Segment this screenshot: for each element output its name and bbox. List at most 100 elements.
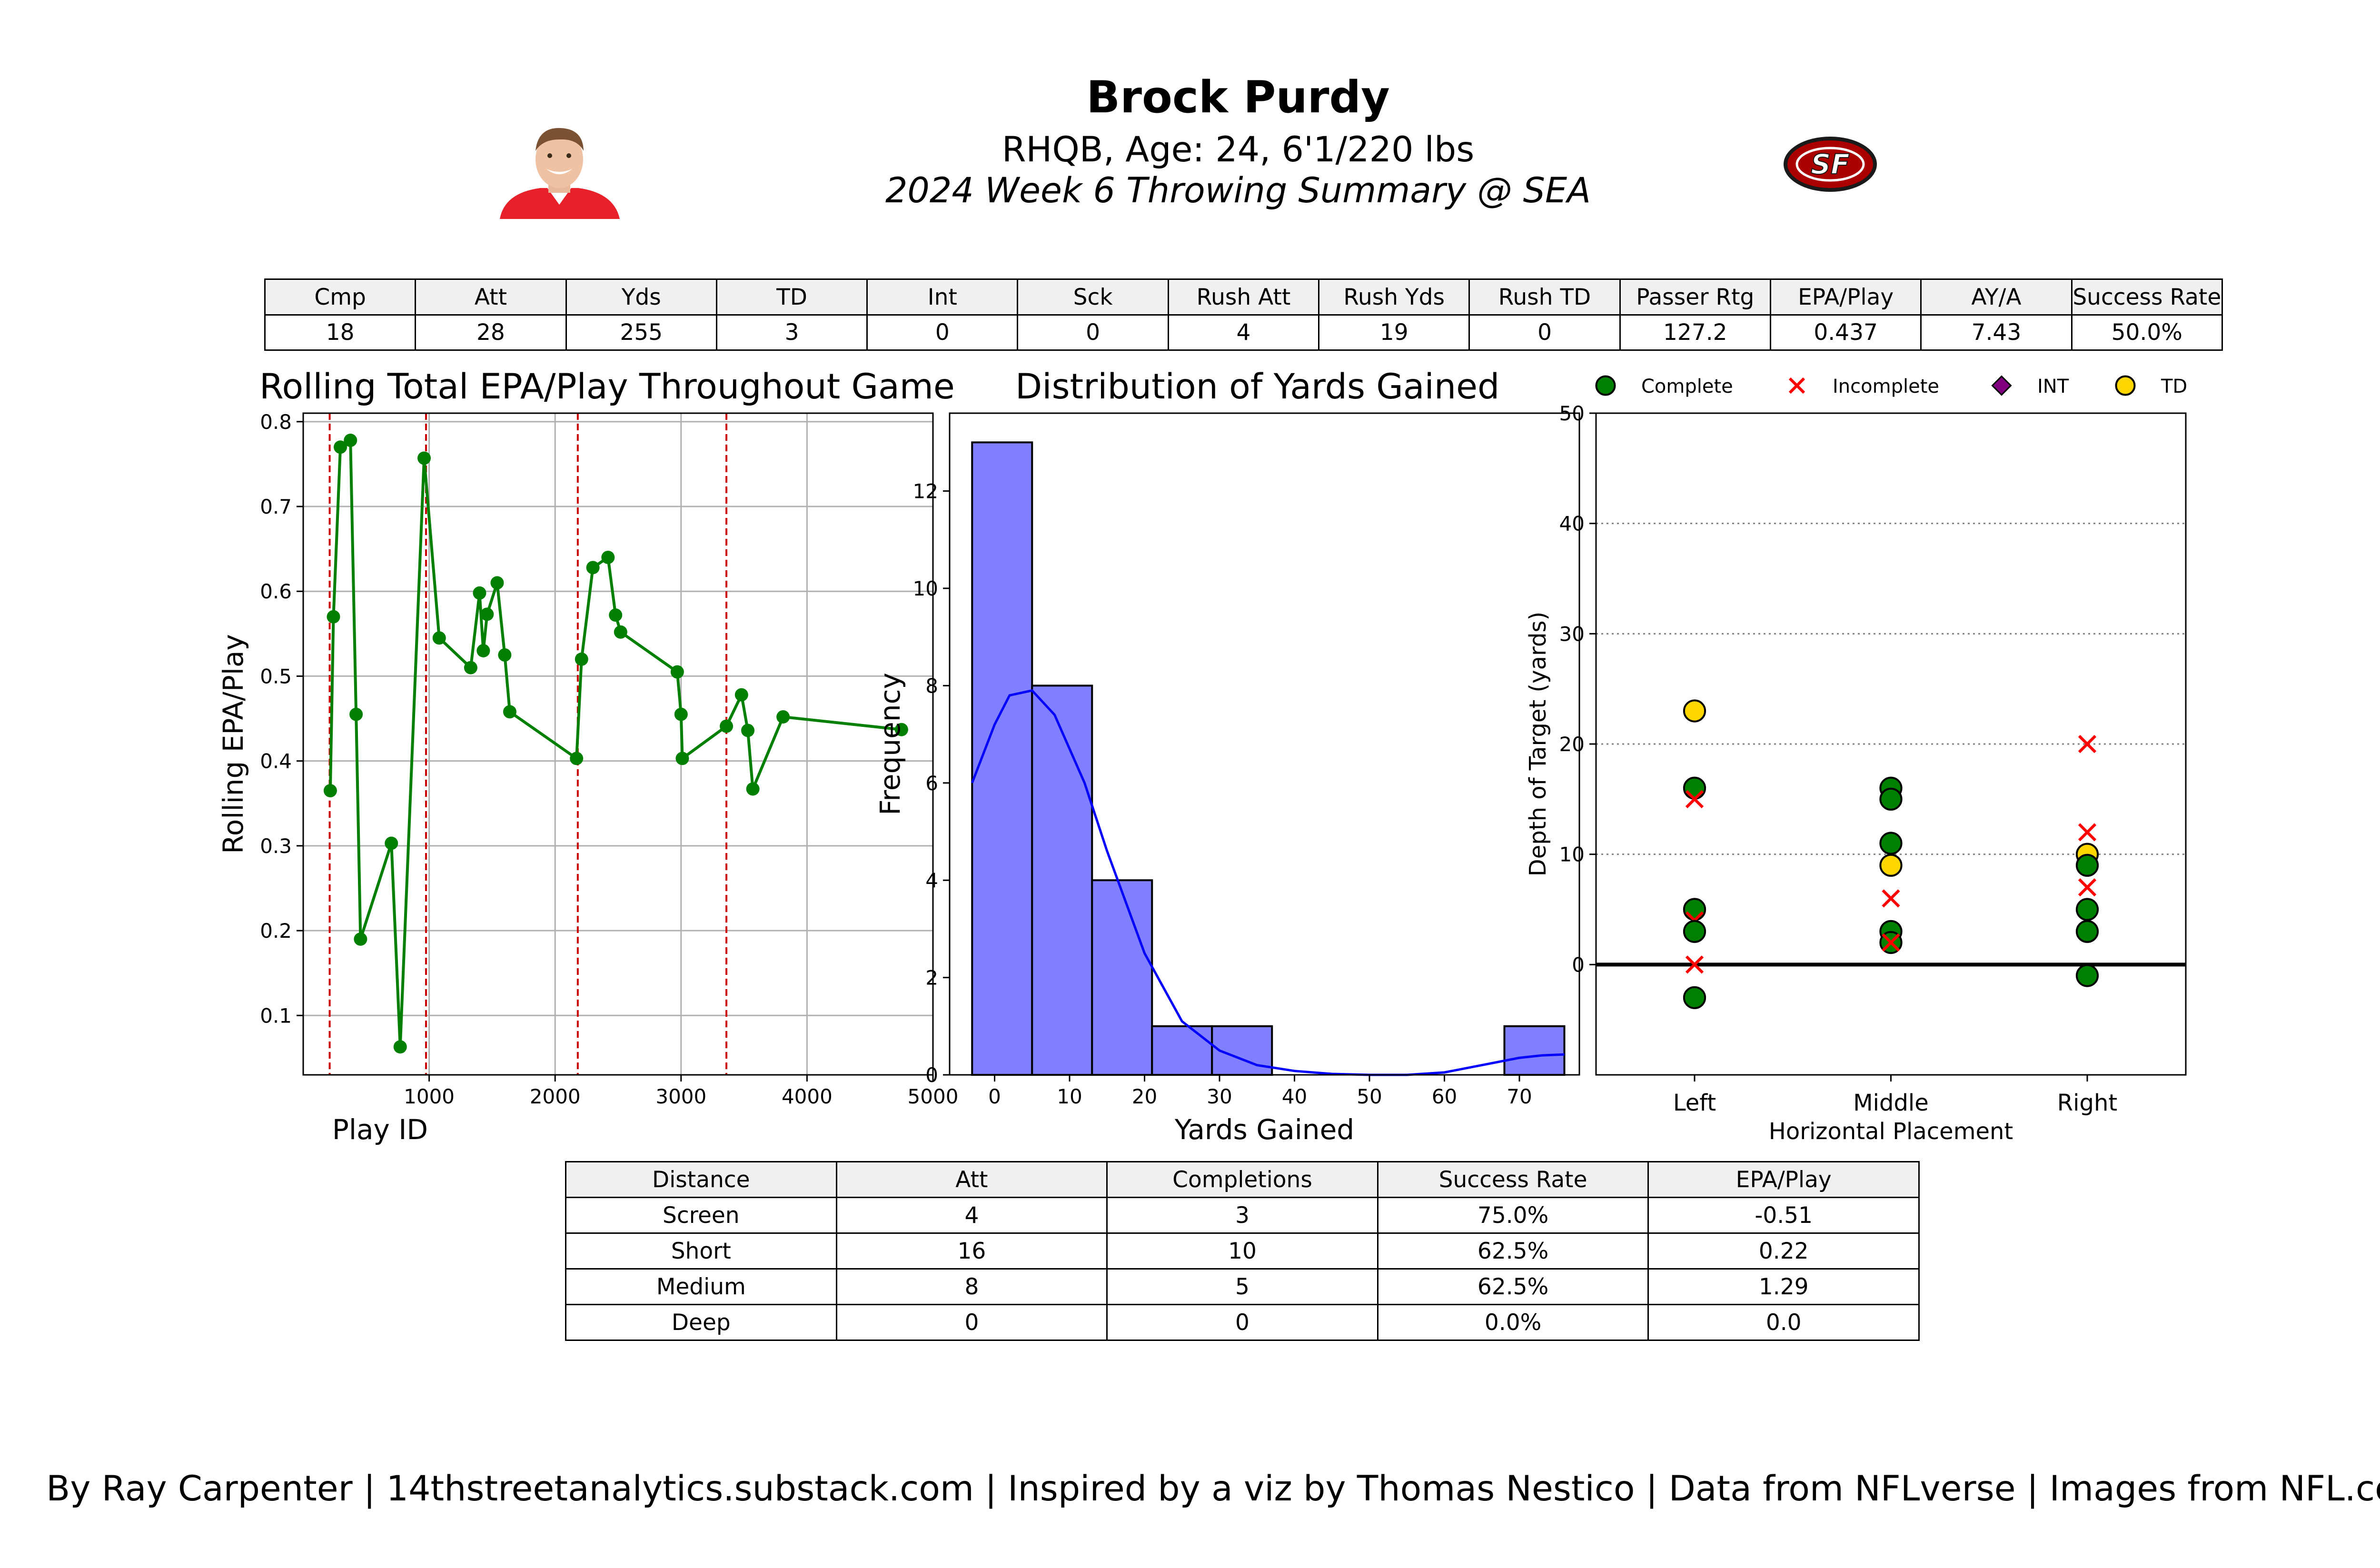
distance-header-cell: Att (835, 1161, 1108, 1198)
epa-series-line (328, 437, 902, 1047)
epa-point (586, 561, 600, 575)
scatter-point-td (1683, 699, 1706, 723)
scatter-xtick-label: Right (2057, 1090, 2117, 1116)
distance-cell: 0.0% (1377, 1304, 1649, 1341)
hist-xtick-label: 30 (1207, 1085, 1232, 1108)
stats-value-cell: 4 (1167, 314, 1320, 351)
epa-point (675, 752, 689, 765)
hist-ytick-label: 0 (925, 1063, 938, 1087)
stats-header-row: Cmp Att Yds TD Int Sck Rush Att Rush Yds Rush TD… (264, 278, 2223, 316)
hist-ytick-label: 6 (925, 772, 938, 795)
distance-header-cell: Completions (1106, 1161, 1378, 1198)
legend-label: INT (2037, 376, 2069, 397)
epa-point (746, 782, 760, 796)
incomplete-x-stroke (1882, 933, 1900, 952)
incomplete-x-stroke (2078, 823, 2097, 842)
hist-xtick-label: 60 (1432, 1085, 1457, 1108)
distance-table: Distance Att Completions Success Rate EPA/Pl… (565, 1161, 1920, 1341)
distance-cell: Deep (565, 1304, 837, 1341)
incomplete-x-stroke (2078, 734, 2097, 754)
scatter-point-incomplete (1882, 889, 1900, 908)
epa-point (354, 932, 367, 946)
stats-header-cell: Rush Yds (1318, 278, 1470, 316)
stats-value-cell: 127.2 (1619, 314, 1771, 351)
scatter-x-axis-label: Horizontal Placement (1769, 1118, 2013, 1145)
distance-cell: 3 (1106, 1197, 1378, 1234)
distance-cell: Short (565, 1232, 837, 1270)
stats-header-cell: Yds (565, 278, 717, 316)
scatter-point-complete (1683, 776, 1706, 800)
distance-cell: 4 (835, 1197, 1108, 1234)
distance-cell: 5 (1106, 1268, 1378, 1305)
distance-row: Medium 8 5 62.5% 1.29 (565, 1268, 1920, 1305)
stats-header-cell: Sck (1017, 278, 1169, 316)
stats-header-cell: EPA/Play (1769, 278, 1922, 316)
hist-bar (1031, 685, 1093, 1076)
stats-value-cell: 19 (1318, 314, 1470, 351)
line-xtick-label: 3000 (655, 1085, 706, 1108)
epa-point (498, 648, 512, 662)
scatter-point-incomplete (2078, 878, 2097, 897)
epa-point (417, 451, 431, 465)
stats-header-cell: Cmp (264, 278, 416, 316)
stats-header-cell: Rush Att (1167, 278, 1320, 316)
distance-header-cell: Distance (565, 1161, 837, 1198)
epa-point (393, 1040, 407, 1054)
game-summary: 2024 Week 6 Throwing Summary @ SEA (885, 170, 1591, 211)
player-subtitle: RHQB, Age: 24, 6'1/220 lbs (1002, 129, 1475, 170)
epa-point (601, 550, 615, 564)
line-xtick-label: 4000 (782, 1085, 833, 1108)
epa-point (473, 586, 486, 600)
logo-text: SF (1811, 148, 1849, 180)
epa-point (503, 705, 516, 719)
player-name: Brock Purdy (1086, 71, 1390, 123)
hist-bar (1091, 879, 1153, 1076)
hist-ytick-label: 2 (925, 966, 938, 990)
epa-point (490, 576, 504, 590)
incomplete-x-stroke (1788, 377, 1805, 394)
legend-marker-incomplete (1788, 377, 1805, 394)
incomplete-x-stroke (1685, 790, 1704, 808)
line-ytick-label: 0.6 (260, 580, 292, 603)
line-xtick-label: 2000 (530, 1085, 581, 1108)
distance-cell: -0.51 (1647, 1197, 1920, 1234)
scatter-point-complete (2075, 964, 2099, 987)
epa-point (349, 707, 363, 721)
legend-marker-complete (1595, 375, 1616, 396)
scatter-point-complete (2075, 920, 2099, 943)
scatter-plot-frame (1595, 412, 2187, 1076)
distance-cell: Screen (565, 1197, 837, 1234)
epa-point (670, 665, 684, 679)
hist-xtick-label: 50 (1357, 1085, 1382, 1108)
line-xtick-label: 1000 (404, 1085, 455, 1108)
legend-label: Complete (1641, 376, 1733, 397)
epa-point (741, 724, 755, 737)
epa-point (323, 784, 337, 798)
scatter-xtick-label: Middle (1853, 1090, 1929, 1116)
stats-header-cell: TD (715, 278, 868, 316)
line-ytick-label: 0.2 (260, 919, 292, 943)
hist-ytick-label: 8 (925, 674, 938, 697)
stats-header-cell: Att (415, 278, 567, 316)
incomplete-x-stroke (1882, 889, 1900, 908)
stats-value-cell: 0 (1017, 314, 1169, 351)
hist-bar (1151, 1025, 1213, 1076)
epa-point (476, 644, 490, 657)
epa-point (480, 607, 494, 621)
stats-value-cell: 0 (866, 314, 1019, 351)
scatter-ytick-label: 0 (1572, 953, 1585, 976)
legend-marker-int (1991, 375, 2012, 396)
distance-cell: 8 (835, 1268, 1108, 1305)
line-y-axis-label: Rolling EPA/Play (217, 634, 249, 854)
incomplete-x-stroke (2078, 878, 2097, 897)
hist-y-axis-label: Frequency (874, 673, 906, 815)
distance-cell: Medium (565, 1268, 837, 1305)
hist-ytick-label: 12 (913, 480, 938, 503)
distance-row: Deep 0 0 0.0% 0.0 (565, 1304, 1920, 1341)
line-plot-area (303, 413, 933, 1075)
stats-header-cell: Success Rate (2071, 278, 2223, 316)
epa-point (432, 631, 446, 645)
scatter-ytick-label: 40 (1559, 512, 1585, 536)
scatter-point-incomplete (2078, 734, 2097, 754)
line-plot-frame (302, 412, 934, 1076)
